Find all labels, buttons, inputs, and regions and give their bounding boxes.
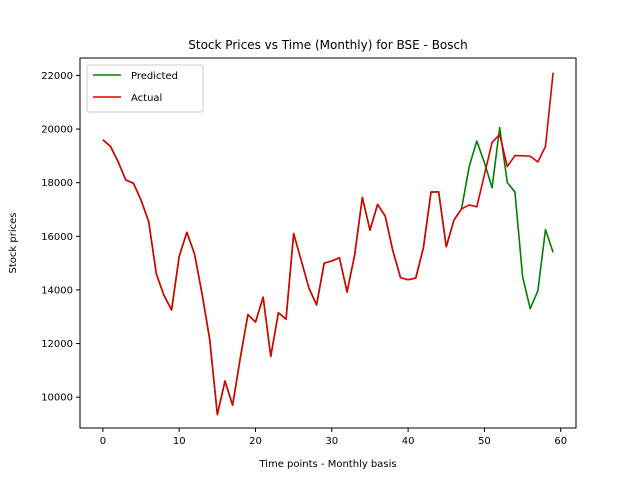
legend-label-predicted: Predicted [131,71,178,82]
y-axis-label: Stock prices [8,213,19,274]
x-tick-label: 40 [402,436,415,447]
x-axis-label: Time points - Monthly basis [258,459,396,470]
y-tick-label: 22000 [41,71,73,82]
axes-frame [79,57,577,429]
legend: Predicted Actual [86,64,204,113]
y-tick-label: 18000 [41,178,73,189]
x-tick-label: 10 [173,436,186,447]
y-tick-label: 20000 [41,125,73,136]
y-axis: 10000 12000 14000 16000 18000 20000 22000 [41,71,80,404]
x-tick-label: 30 [325,436,338,447]
x-tick-label: 20 [249,436,262,447]
legend-box [86,64,204,113]
series-layer [102,72,554,416]
chart-title: Stock Prices vs Time (Monthly) for BSE -… [188,38,467,52]
y-tick-label: 12000 [41,339,73,350]
y-tick-label: 14000 [41,285,73,296]
legend-label-actual: Actual [131,93,162,104]
series-line-actual [102,72,554,416]
x-tick-label: 50 [478,436,491,447]
y-tick-label: 16000 [41,232,73,243]
x-axis: 0 10 20 30 40 50 60 [100,428,567,447]
y-tick-label: 10000 [41,393,73,404]
x-tick-label: 0 [100,436,106,447]
x-tick-label: 60 [554,436,567,447]
plot-area [79,57,577,429]
